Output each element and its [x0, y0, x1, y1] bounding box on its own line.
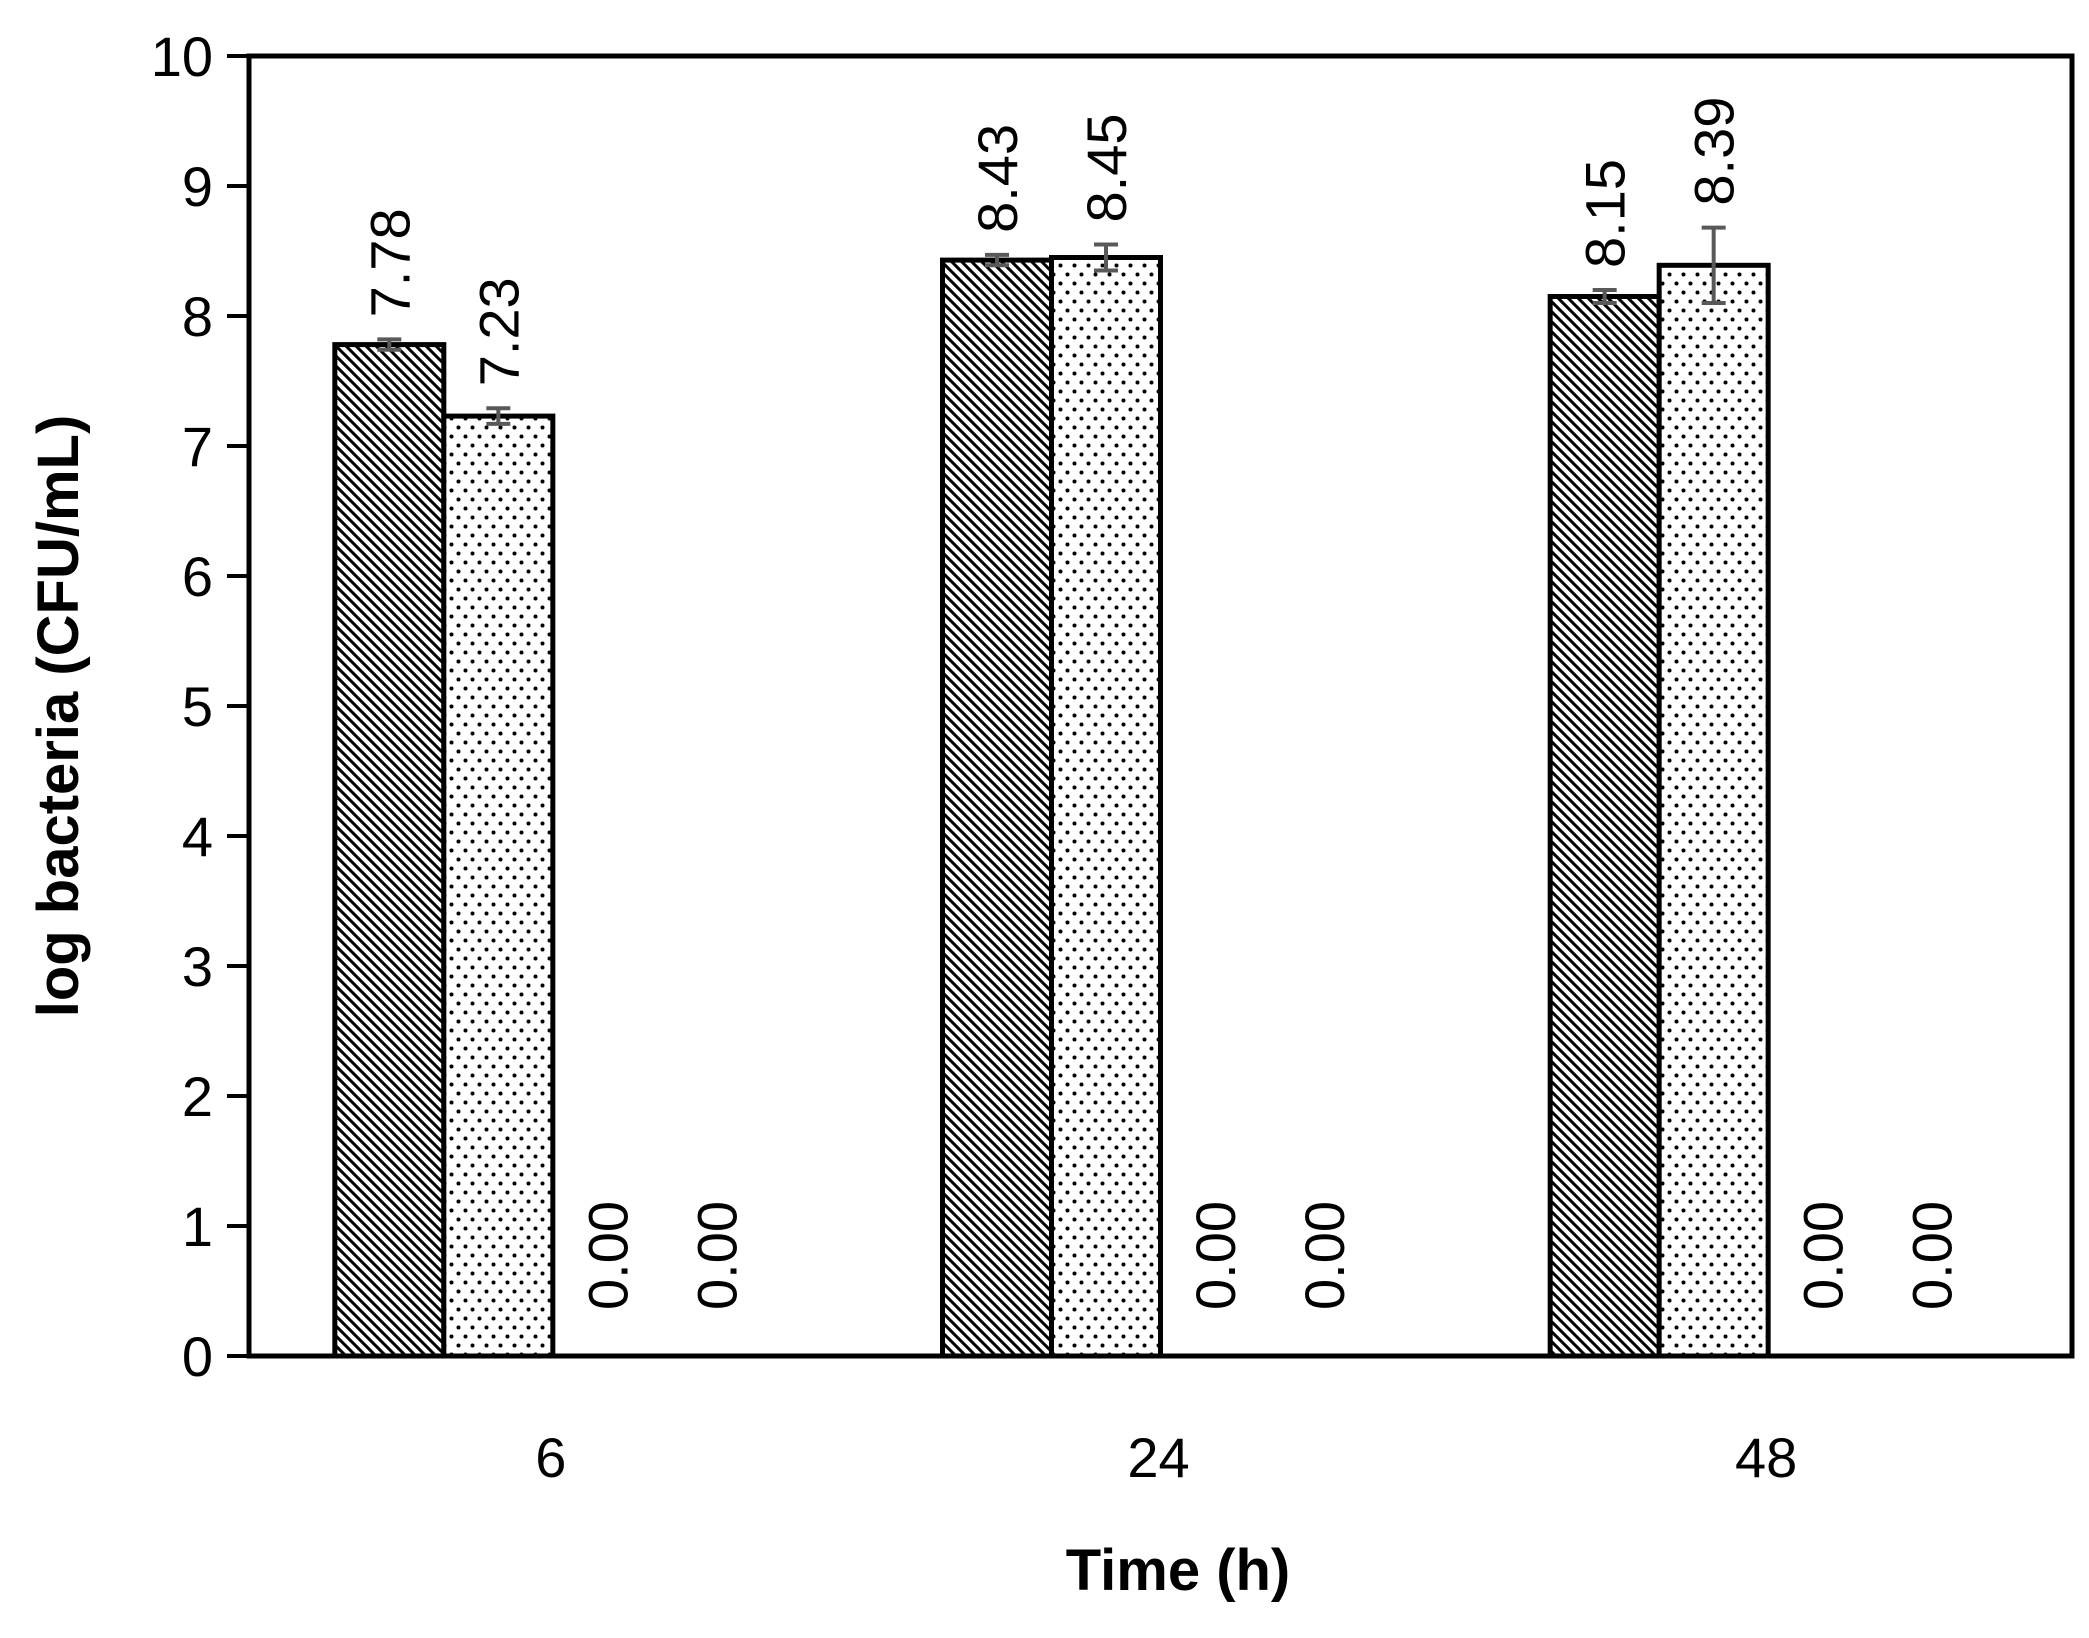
y-tick-label: 7 — [182, 415, 213, 478]
data-label-series-2-24: 8.45 — [1075, 114, 1138, 223]
y-tick-label: 0 — [182, 1325, 213, 1388]
data-label-series-3-6: 0.00 — [576, 1201, 639, 1310]
y-axis-title: log bacteria (CFU/mL) — [26, 415, 91, 1018]
data-label-series-2-48: 8.39 — [1683, 97, 1746, 206]
x-axis-title: Time (h) — [1066, 1538, 1291, 1603]
data-label-series-4-6: 0.00 — [685, 1201, 748, 1310]
data-label-series-3-24: 0.00 — [1184, 1201, 1247, 1310]
x-tick-label: 48 — [1735, 1426, 1797, 1489]
data-label-series-3-48: 0.00 — [1792, 1201, 1855, 1310]
y-tick-label: 10 — [151, 25, 213, 88]
bar-series-1-48 — [1547, 294, 1662, 1359]
y-tick-label: 4 — [182, 805, 213, 868]
data-label-series-4-24: 0.00 — [1293, 1201, 1356, 1310]
y-tick-label: 2 — [182, 1065, 213, 1128]
y-tick-label: 8 — [182, 285, 213, 348]
bar-series-1-24 — [940, 257, 1054, 1359]
data-label-series-1-24: 8.43 — [966, 124, 1029, 233]
plot-area-border — [246, 53, 2075, 1359]
x-tick-label: 6 — [535, 1426, 566, 1489]
x-tick-label: 24 — [1127, 1426, 1189, 1489]
y-tick-label: 5 — [182, 675, 213, 738]
bar-series-2-6 — [441, 413, 556, 1359]
bar-series-2-48 — [1656, 262, 1771, 1359]
data-label-series-4-48: 0.00 — [1901, 1201, 1964, 1310]
y-tick-label: 9 — [182, 155, 213, 218]
y-tick-label: 6 — [182, 545, 213, 608]
bar-series-1-6 — [332, 342, 447, 1359]
y-tick-label: 3 — [182, 935, 213, 998]
data-label-series-2-6: 7.23 — [467, 277, 530, 386]
data-label-series-1-48: 8.15 — [1574, 159, 1637, 268]
y-tick-label: 1 — [182, 1195, 213, 1258]
bar-series-2-24 — [1049, 255, 1163, 1359]
data-label-series-1-6: 7.78 — [358, 208, 421, 317]
